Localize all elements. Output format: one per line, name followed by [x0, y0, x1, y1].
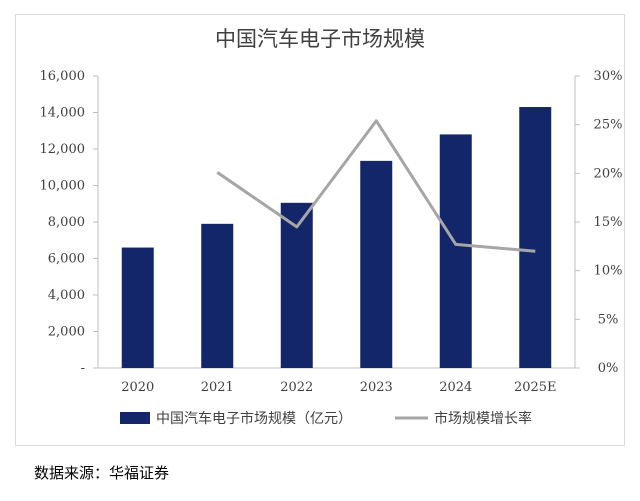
y-right-tick-label: 5%: [598, 312, 619, 327]
legend-label-line: 市场规模增长率: [434, 410, 532, 427]
x-tick-label: 2025E: [514, 380, 557, 395]
x-tick-label: 2024: [439, 380, 472, 395]
bar: [201, 223, 234, 368]
y-left-tick-label: 8,000: [48, 215, 85, 230]
y-right-tick-label: 20%: [594, 166, 623, 181]
y-right-tick-label: 30%: [594, 69, 623, 84]
y-right-tick-label: 15%: [594, 215, 623, 230]
chart: 中国汽车电子市场规模 - 2,000 4,000 6,000 8,000 10,000 12…: [40, 27, 623, 427]
x-tick-label: 2020: [121, 380, 154, 395]
bar: [360, 160, 393, 368]
y-left-tick-label: 16,000: [40, 69, 86, 84]
y-left-tick-label: 6,000: [48, 252, 85, 267]
chart-frame: [15, 14, 625, 446]
growth-line-series: [216, 119, 536, 253]
legend-swatch-bar: [120, 412, 150, 424]
x-tick-label: 2023: [360, 380, 393, 395]
chart-title: 中国汽车电子市场规模: [215, 27, 425, 51]
y-right-tick-label: 25%: [594, 118, 623, 133]
y-right-tick-label: 10%: [594, 264, 623, 279]
legend-label-bar: 中国汽车电子市场规模（亿元）: [156, 410, 352, 427]
x-tick-label: 2022: [280, 380, 313, 395]
y-left-tick-label: 10,000: [40, 179, 86, 194]
bar: [121, 247, 154, 368]
x-tick-label: 2021: [201, 380, 234, 395]
bar-series: [121, 107, 552, 369]
y-left-tick-label: 4,000: [48, 288, 85, 303]
growth-line: [216, 119, 536, 253]
y-left-tick-label: 12,000: [40, 142, 86, 157]
y-left-tick-label: 2,000: [48, 325, 85, 340]
bar: [280, 202, 313, 368]
legend: 中国汽车电子市场规模（亿元） 市场规模增长率: [120, 410, 532, 427]
y-right-tick-label: 0%: [598, 361, 619, 376]
bar: [439, 134, 472, 368]
source-note: 数据来源：华福证券: [34, 464, 170, 482]
y-left-tick-label: -: [81, 361, 85, 376]
bar: [519, 107, 552, 369]
axes: - 2,000 4,000 6,000 8,000 10,000 12,000 14,000 1…: [40, 69, 623, 395]
y-left-tick-label: 14,000: [40, 106, 86, 121]
